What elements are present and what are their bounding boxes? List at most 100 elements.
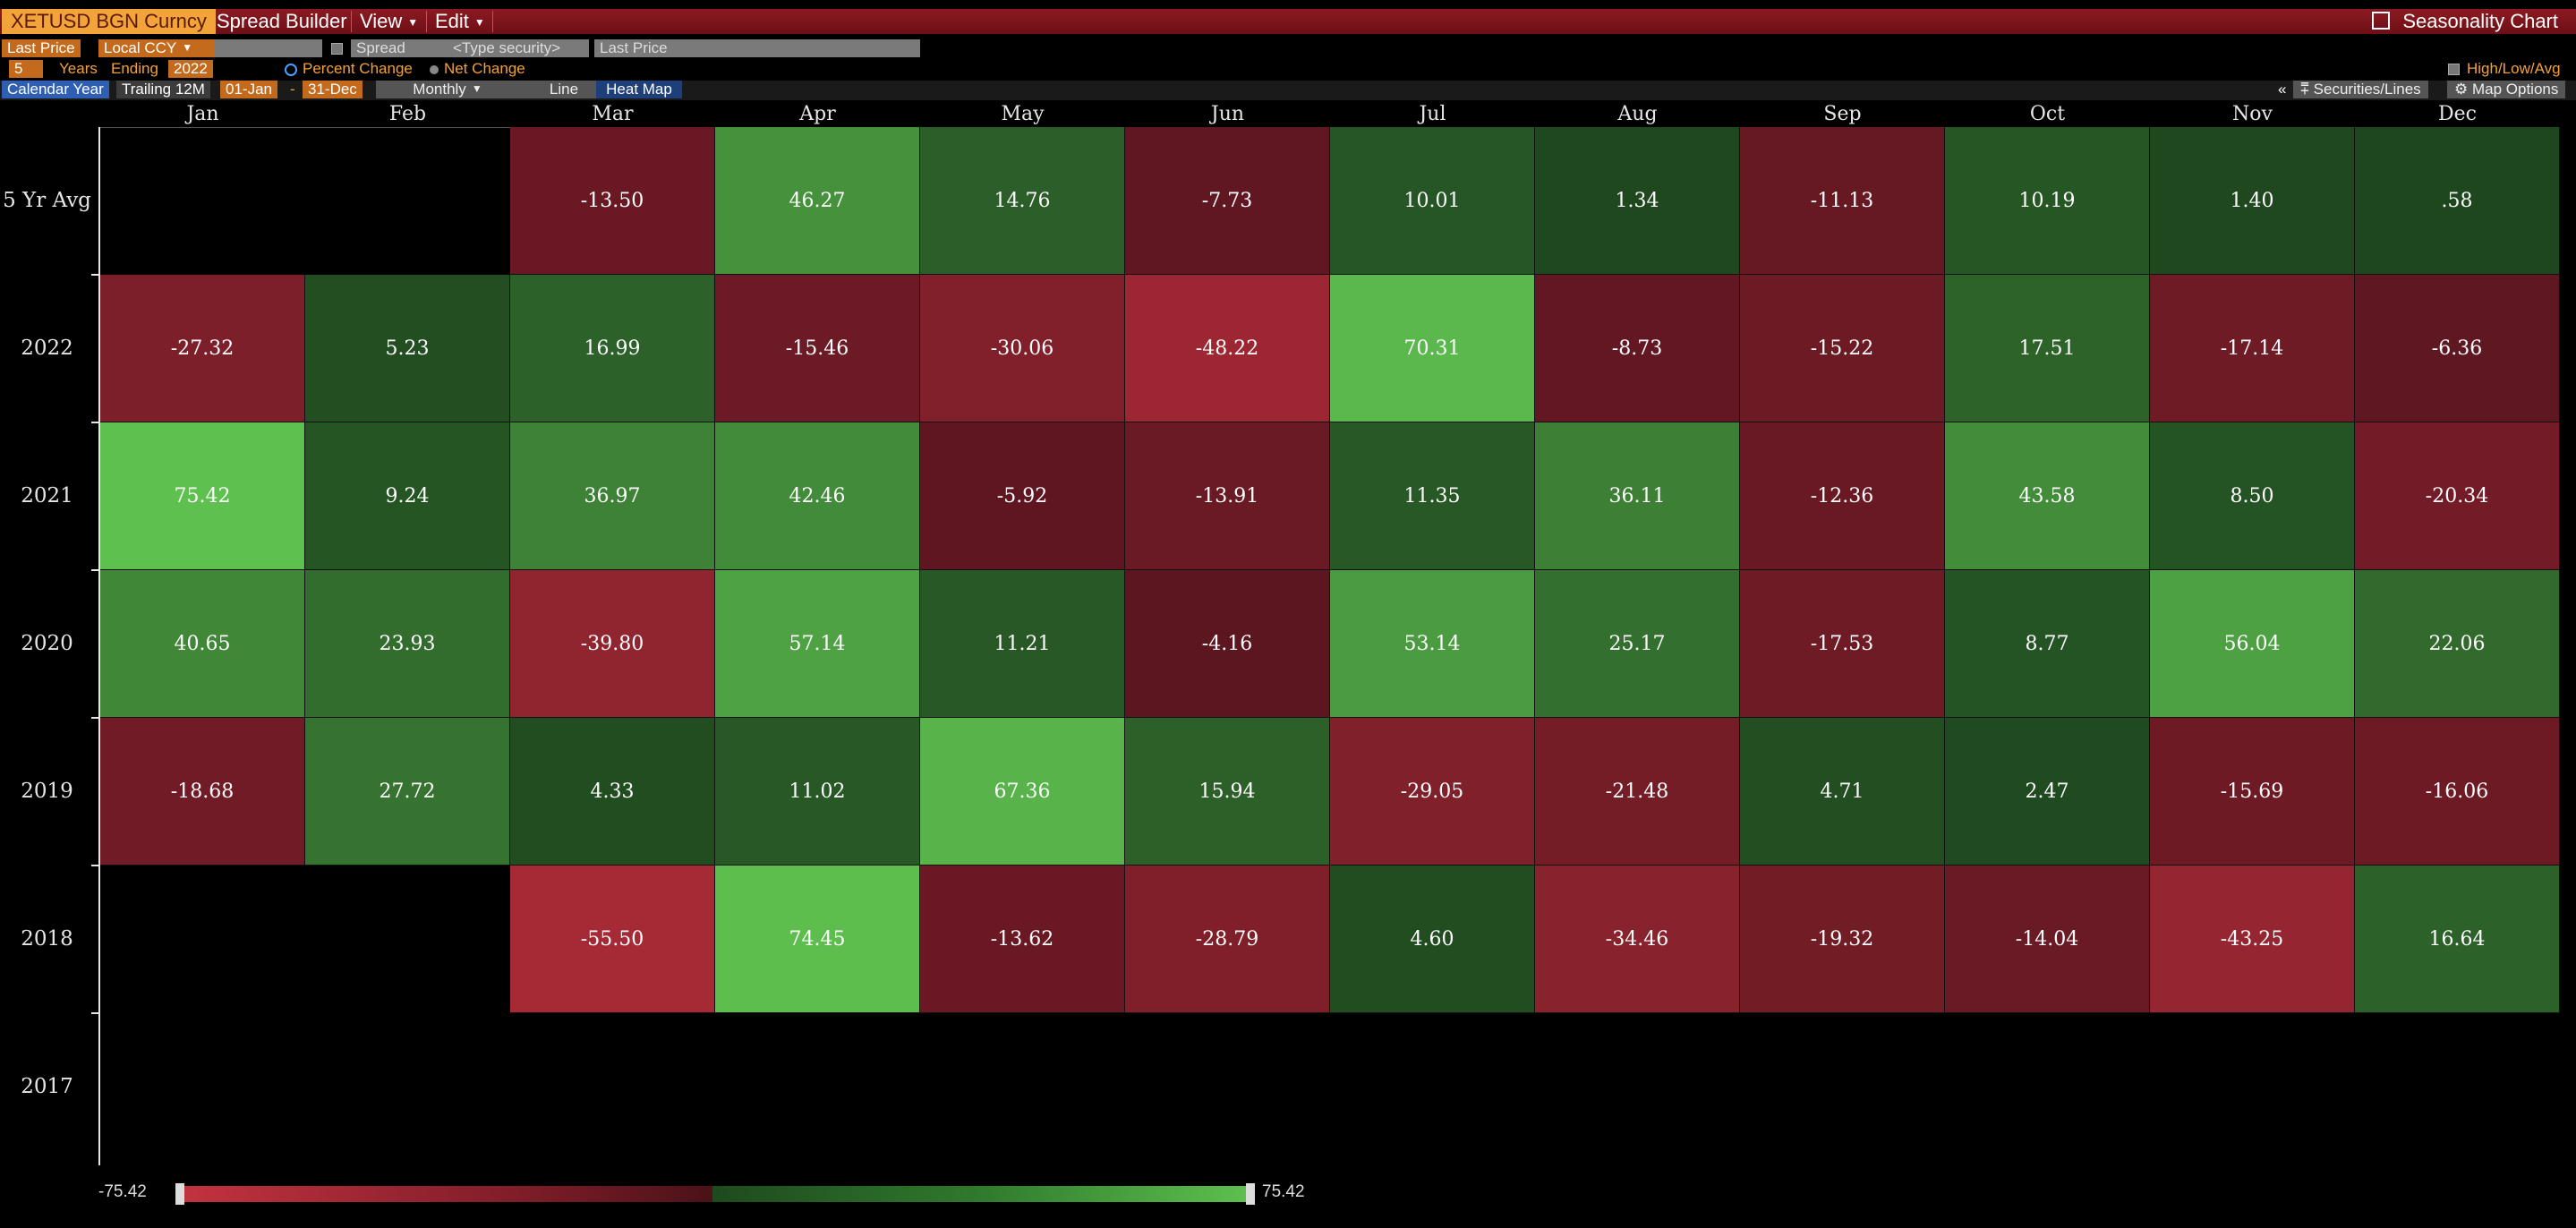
heatmap-cell[interactable]: 5.23	[305, 275, 510, 422]
heatmap-cell[interactable]: 22.06	[2355, 570, 2560, 718]
heatmap-cell[interactable]: 8.77	[1945, 570, 2150, 718]
collapse-icon[interactable]: «	[2278, 81, 2287, 98]
checkbox-icon[interactable]	[2448, 64, 2460, 76]
heatmap-cell[interactable]: -7.73	[1125, 127, 1330, 275]
heatmap-cell[interactable]: 16.64	[2355, 866, 2560, 1013]
heatmap-cell[interactable]: -5.92	[920, 422, 1125, 570]
scale-handle-right[interactable]	[1246, 1183, 1255, 1205]
heatmap-cell[interactable]: 11.35	[1330, 422, 1535, 570]
net-change-radio[interactable]: Net Change	[430, 60, 525, 78]
heatmap-cell[interactable]: 75.42	[100, 422, 305, 570]
heatmap-cell[interactable]: -18.68	[100, 718, 305, 866]
heatmap-cell[interactable]: -39.80	[510, 570, 715, 718]
view-menu[interactable]: View ▼	[360, 10, 419, 32]
heatmap-cell[interactable]: -16.06	[2355, 718, 2560, 866]
heatmap-cell[interactable]: -30.06	[920, 275, 1125, 422]
checkbox-icon[interactable]	[331, 43, 343, 55]
end-date-input[interactable]: 31-Dec	[303, 81, 363, 98]
heatmap-cell[interactable]: 4.33	[510, 718, 715, 866]
spread-field-select[interactable]: Last Price	[594, 39, 695, 57]
heatmap-cell[interactable]: 4.71	[1740, 718, 1945, 866]
calendar-year-button[interactable]: Calendar Year	[2, 81, 109, 98]
heatmap-cell[interactable]: 53.14	[1330, 570, 1535, 718]
heatmap-cell[interactable]: 70.31	[1330, 275, 1535, 422]
export-icon[interactable]	[2372, 12, 2391, 30]
heatmap-cell[interactable]: 67.36	[920, 718, 1125, 866]
start-date-input[interactable]: 01-Jan	[220, 81, 277, 98]
heatmap-cell[interactable]: -27.32	[100, 275, 305, 422]
heatmap-cell[interactable]: 40.65	[100, 570, 305, 718]
heatmap-cell[interactable]: 74.45	[715, 866, 920, 1013]
heatmap-cell[interactable]: -19.32	[1740, 866, 1945, 1013]
heatmap-cell[interactable]: -13.62	[920, 866, 1125, 1013]
period-select[interactable]: Monthly ▼	[376, 81, 519, 98]
years-stepper[interactable]: 5	[9, 60, 43, 78]
heatmap-cell[interactable]: 46.27	[715, 127, 920, 275]
heatmap-cell[interactable]: .58	[2355, 127, 2560, 275]
heatmap-cell[interactable]: 2.47	[1945, 718, 2150, 866]
heatmap-cell[interactable]: 4.60	[1330, 866, 1535, 1013]
blank-dropdown-2[interactable]	[695, 39, 813, 57]
spread-checkbox[interactable]	[331, 39, 343, 57]
heatmap-cell[interactable]: -6.36	[2355, 275, 2560, 422]
heatmap-cell[interactable]: 43.58	[1945, 422, 2150, 570]
heatmap-cell[interactable]: 27.72	[305, 718, 510, 866]
radio-selected-icon[interactable]	[285, 63, 297, 76]
map-options-button[interactable]: ⚙ Map Options	[2447, 81, 2566, 98]
heatmap-cell[interactable]: 16.99	[510, 275, 715, 422]
heatmap-cell[interactable]: 25.17	[1535, 570, 1740, 718]
radio-icon[interactable]	[430, 64, 439, 74]
heatmap-cell[interactable]: 17.51	[1945, 275, 2150, 422]
heatmap-cell[interactable]: -29.05	[1330, 718, 1535, 866]
line-view-button[interactable]: Line	[519, 81, 609, 98]
heatmap-cell[interactable]: 36.97	[510, 422, 715, 570]
heatmap-cell[interactable]: 14.76	[920, 127, 1125, 275]
currency-select[interactable]: Local CCY ▼	[98, 39, 215, 57]
ending-year-input[interactable]: 2022	[168, 60, 213, 78]
heatmap-cell[interactable]: 56.04	[2150, 570, 2355, 718]
heatmap-cell[interactable]: 9.24	[305, 422, 510, 570]
heatmap-cell[interactable]: -11.13	[1740, 127, 1945, 275]
trailing-12m-button[interactable]: Trailing 12M	[116, 81, 210, 98]
heatmap-cell[interactable]: -15.69	[2150, 718, 2355, 866]
high-low-avg-toggle[interactable]: High/Low/Avg	[2448, 60, 2561, 78]
security-input[interactable]: <Type security>	[448, 39, 589, 57]
scale-handle-left[interactable]	[175, 1183, 184, 1205]
heatmap-cell[interactable]: -13.50	[510, 127, 715, 275]
heatmap-cell[interactable]: -20.34	[2355, 422, 2560, 570]
heatmap-cell[interactable]: -13.91	[1125, 422, 1330, 570]
heatmap-cell[interactable]: -34.46	[1535, 866, 1740, 1013]
heat-map-view-button[interactable]: Heat Map	[596, 81, 682, 98]
heatmap-cell[interactable]: 1.34	[1535, 127, 1740, 275]
heatmap-cell[interactable]: -28.79	[1125, 866, 1330, 1013]
spread-builder-menu[interactable]: Spread Builder	[217, 10, 347, 32]
heatmap-cell[interactable]: 10.01	[1330, 127, 1535, 275]
heatmap-cell[interactable]: -4.16	[1125, 570, 1330, 718]
heatmap-cell[interactable]: -48.22	[1125, 275, 1330, 422]
heatmap-cell[interactable]: -8.73	[1535, 275, 1740, 422]
heatmap-cell[interactable]: -12.36	[1740, 422, 1945, 570]
heatmap-cell[interactable]: -43.25	[2150, 866, 2355, 1013]
heatmap-cell[interactable]: -17.14	[2150, 275, 2355, 422]
percent-change-radio[interactable]: Percent Change	[285, 60, 413, 78]
heatmap-cell[interactable]: -21.48	[1535, 718, 1740, 866]
heatmap-cell[interactable]: -55.50	[510, 866, 715, 1013]
blank-dropdown-1[interactable]	[215, 39, 322, 57]
price-field-select[interactable]: Last Price	[2, 39, 81, 57]
heatmap-cell[interactable]: 11.21	[920, 570, 1125, 718]
securities-lines-button[interactable]: ⩱ Securities/Lines	[2293, 81, 2428, 98]
heatmap-cell[interactable]: -17.53	[1740, 570, 1945, 718]
heatmap-cell[interactable]: 10.19	[1945, 127, 2150, 275]
seasonality-chart-title[interactable]: Seasonality Chart	[2372, 9, 2558, 34]
heatmap-cell[interactable]: 15.94	[1125, 718, 1330, 866]
heatmap-cell[interactable]: 42.46	[715, 422, 920, 570]
heatmap-cell[interactable]: 11.02	[715, 718, 920, 866]
heatmap-cell[interactable]: -15.46	[715, 275, 920, 422]
spread-select[interactable]: Spread	[351, 39, 448, 57]
heatmap-cell[interactable]: 8.50	[2150, 422, 2355, 570]
heatmap-cell[interactable]: 1.40	[2150, 127, 2355, 275]
ticker-field[interactable]: XETUSD BGN Curncy	[2, 9, 216, 34]
blank-dropdown-3[interactable]	[811, 39, 920, 57]
edit-menu[interactable]: Edit ▼	[435, 10, 485, 32]
heatmap-cell[interactable]: -15.22	[1740, 275, 1945, 422]
